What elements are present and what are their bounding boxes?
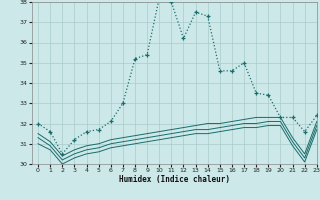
X-axis label: Humidex (Indice chaleur): Humidex (Indice chaleur) <box>119 175 230 184</box>
